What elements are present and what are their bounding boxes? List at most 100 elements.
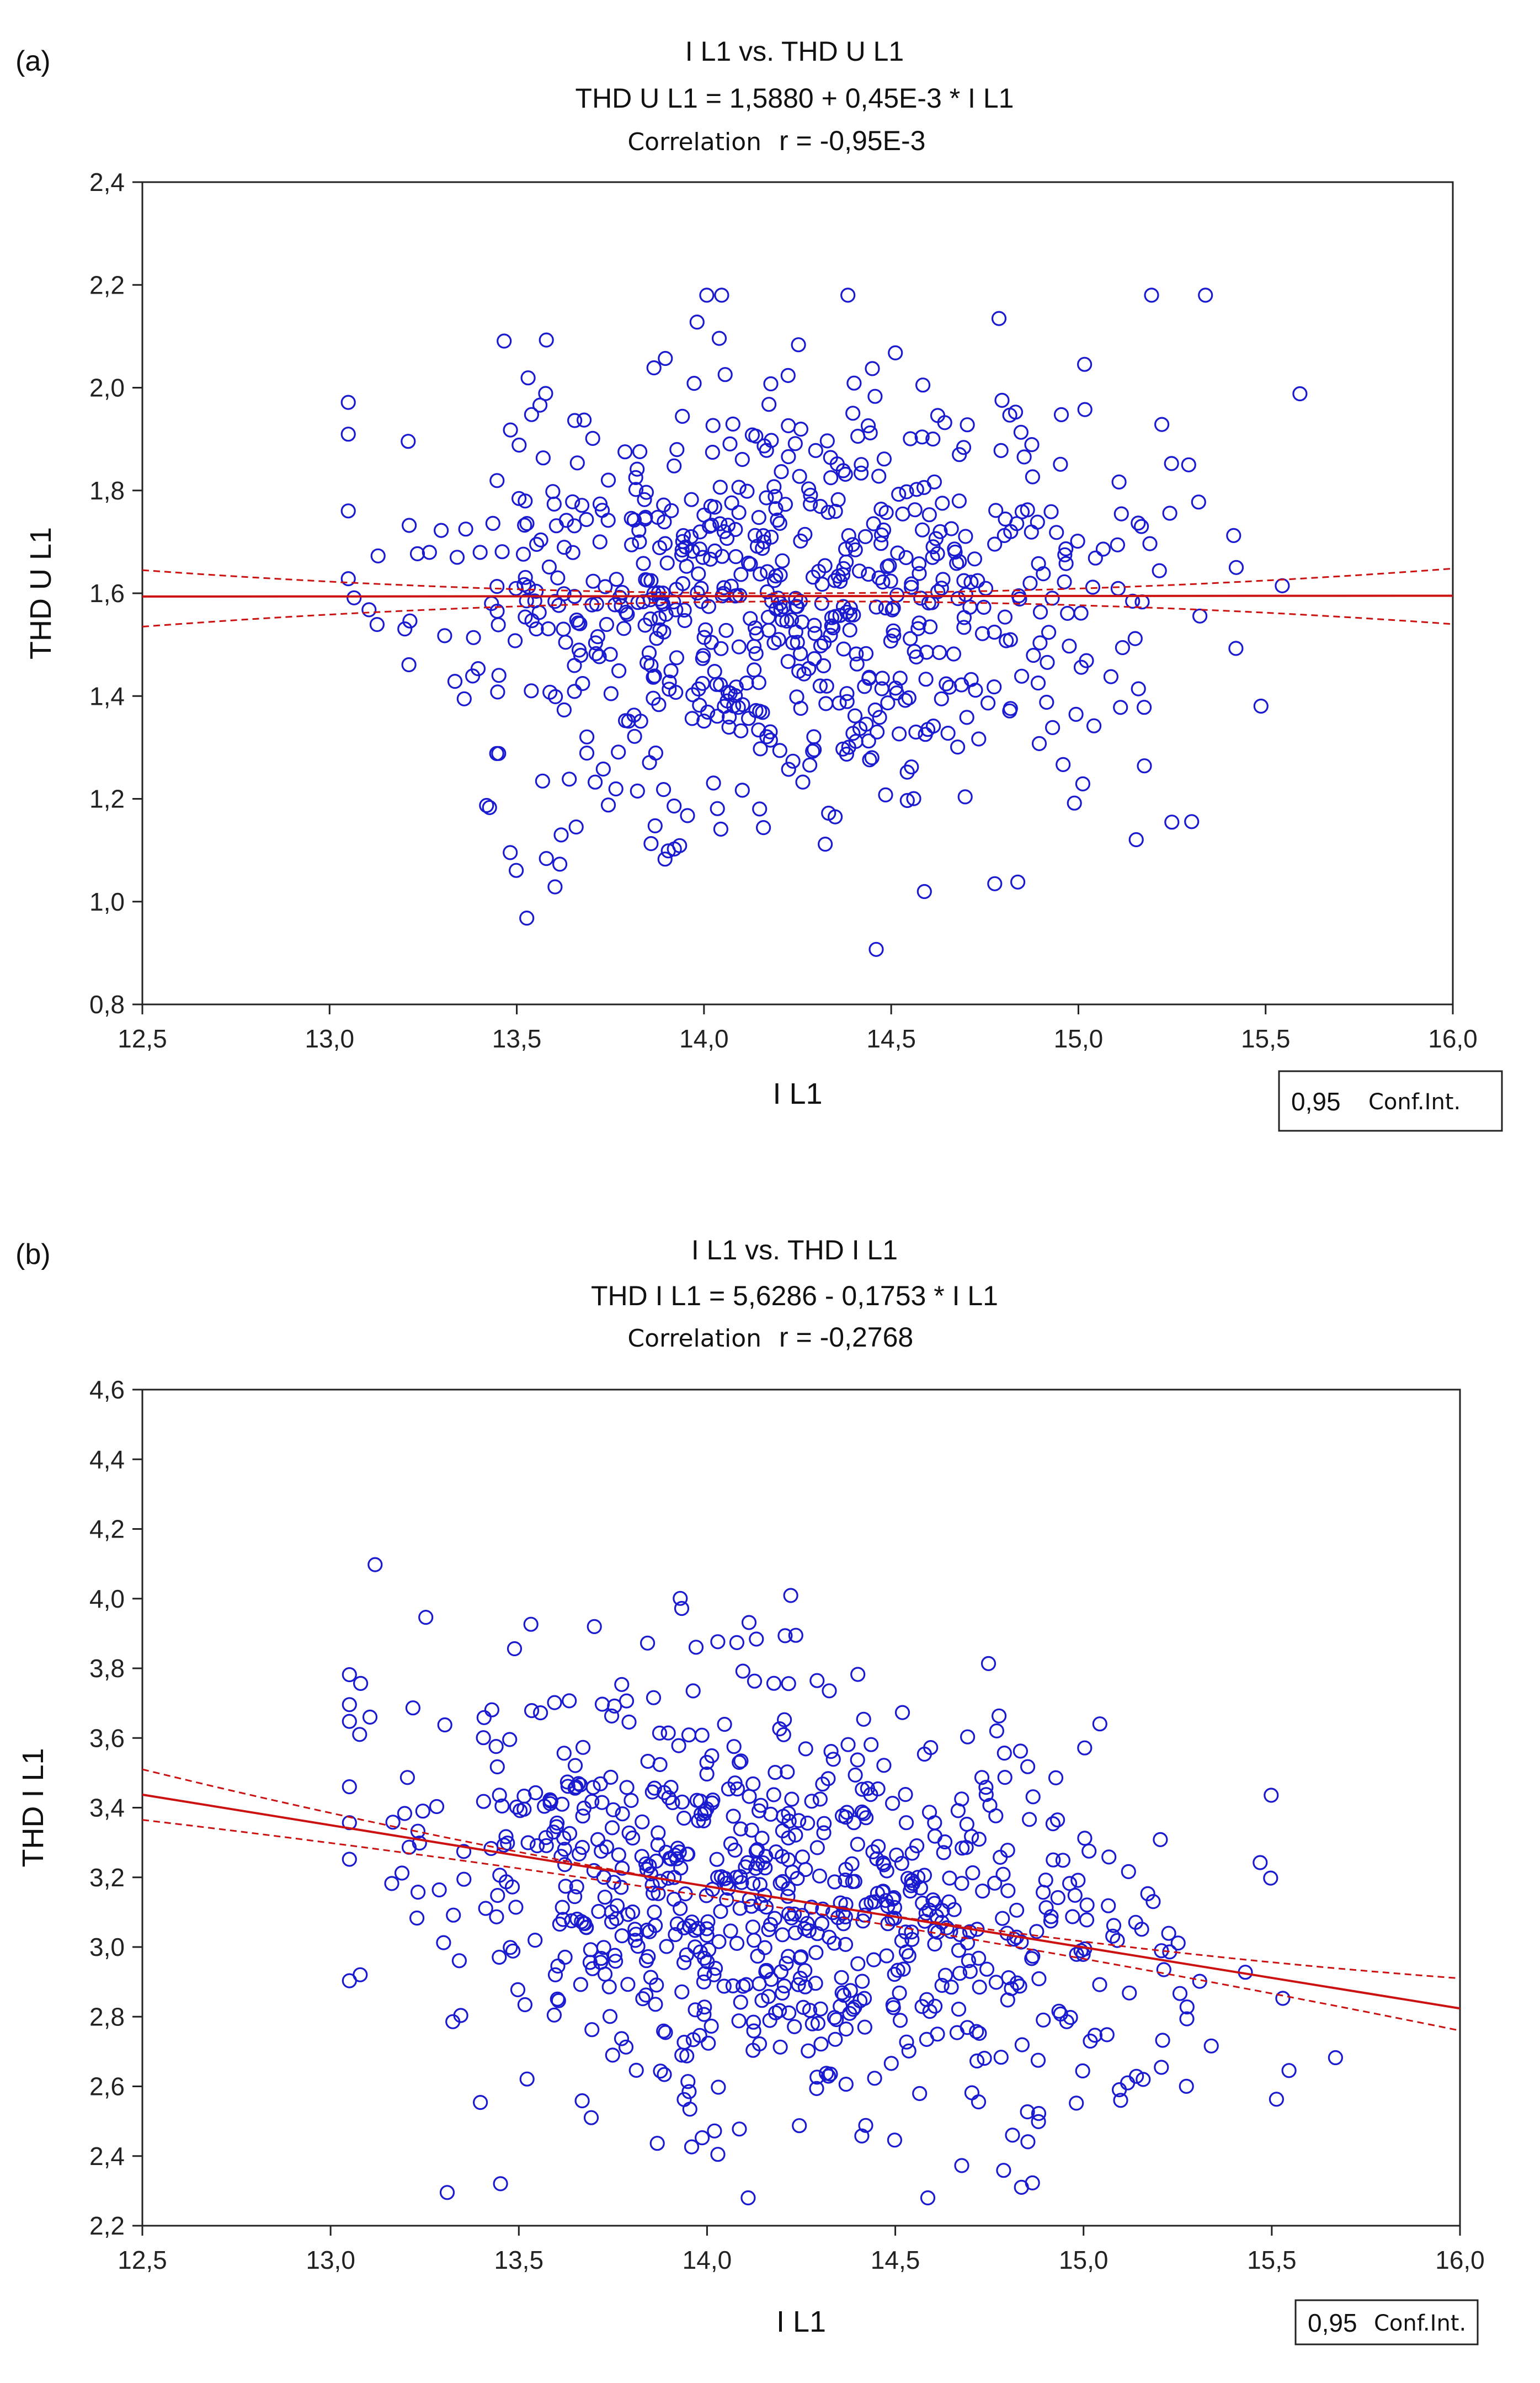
scatter-point bbox=[937, 1834, 953, 1850]
scatter-point bbox=[1264, 1788, 1279, 1803]
panel-label: (a) bbox=[15, 45, 51, 77]
scatter-point bbox=[886, 623, 901, 639]
scatter-point bbox=[952, 554, 967, 570]
x-axis-label: I L1 bbox=[772, 1077, 822, 1110]
scatter-point bbox=[638, 1987, 654, 2003]
scatter-point bbox=[1161, 1925, 1176, 1941]
scatter-point bbox=[736, 1978, 751, 1994]
scatter-point bbox=[958, 529, 973, 544]
scatter-point bbox=[1051, 2003, 1067, 2019]
scatter-point bbox=[827, 2010, 843, 2025]
scatter-point bbox=[638, 485, 654, 500]
scatter-point bbox=[1105, 1928, 1121, 1944]
scatter-point bbox=[987, 536, 1003, 552]
scatter-point bbox=[806, 729, 822, 744]
scatter-point bbox=[680, 2074, 696, 2089]
scatter-point bbox=[1024, 524, 1039, 540]
scatter-point bbox=[744, 427, 760, 443]
scatter-point bbox=[847, 708, 863, 724]
scatter-point bbox=[920, 2190, 936, 2206]
scatter-point bbox=[711, 1934, 727, 1949]
scatter-point bbox=[743, 556, 758, 572]
scatter-point bbox=[800, 1815, 816, 1831]
scatter-point bbox=[370, 548, 386, 563]
scatter-point bbox=[518, 493, 533, 509]
scatter-point bbox=[747, 662, 762, 678]
scatter-point bbox=[555, 1900, 570, 1915]
scatter-point bbox=[699, 1888, 714, 1903]
scatter-point bbox=[697, 1966, 712, 1981]
scatter-point bbox=[1014, 668, 1030, 684]
scatter-point bbox=[711, 2079, 726, 2095]
scatter-point bbox=[479, 797, 494, 813]
scatter-point bbox=[894, 1933, 910, 1949]
scatter-point bbox=[508, 863, 524, 878]
scatter-point bbox=[797, 1979, 813, 1994]
scatter-point bbox=[732, 2121, 747, 2137]
scatter-point bbox=[940, 725, 956, 741]
scatter-point bbox=[825, 620, 841, 636]
scatter-point bbox=[1079, 653, 1094, 668]
scatter-point bbox=[1085, 579, 1101, 595]
scatter-point bbox=[927, 1828, 943, 1844]
scatter-point bbox=[661, 1790, 676, 1806]
x-tick-label: 15,5 bbox=[1241, 1024, 1291, 1053]
scatter-point bbox=[740, 1855, 755, 1870]
scatter-point bbox=[650, 509, 665, 525]
scatter-point bbox=[978, 1780, 994, 1795]
scatter-point bbox=[703, 498, 718, 514]
scatter-point bbox=[604, 1820, 620, 1836]
scatter-point bbox=[519, 910, 535, 926]
scatter-point bbox=[898, 1815, 914, 1831]
scatter-point bbox=[729, 1781, 745, 1797]
scatter-point bbox=[652, 540, 668, 556]
scatter-point bbox=[767, 1911, 782, 1926]
scatter-point bbox=[532, 397, 548, 413]
scatter-point bbox=[969, 2053, 985, 2069]
scatter-point bbox=[579, 745, 595, 761]
scatter-point bbox=[823, 450, 838, 465]
scatter-point bbox=[1053, 407, 1069, 423]
scatter-point bbox=[1057, 547, 1073, 562]
scatter-point bbox=[959, 710, 974, 725]
scatter-point bbox=[776, 1712, 792, 1727]
scatter-point bbox=[987, 1875, 1003, 1891]
scatter-point bbox=[894, 1855, 909, 1871]
scatter-point bbox=[394, 1865, 410, 1881]
scatter-point bbox=[688, 2002, 703, 2018]
scatter-point bbox=[731, 639, 747, 655]
scatter-point bbox=[583, 1942, 599, 1958]
scatter-point bbox=[678, 539, 694, 555]
scatter-point bbox=[681, 1727, 697, 1743]
scatter-point bbox=[1198, 288, 1213, 303]
scatter-point bbox=[600, 797, 616, 813]
scatter-point bbox=[781, 1676, 796, 1691]
scatter-point bbox=[728, 1870, 744, 1885]
scatter-point bbox=[776, 1978, 792, 1994]
scatter-point bbox=[668, 1927, 683, 1943]
scatter-point bbox=[710, 1634, 726, 1650]
scatter-point bbox=[497, 333, 512, 349]
scatter-point bbox=[927, 1937, 942, 1952]
scatter-point bbox=[1038, 1873, 1053, 1888]
scatter-point bbox=[745, 1876, 761, 1891]
x-tick-label: 14,5 bbox=[866, 1024, 916, 1053]
scatter-point bbox=[997, 609, 1013, 625]
scatter-point bbox=[725, 416, 740, 432]
scatter-point bbox=[726, 698, 742, 714]
scatter-point bbox=[651, 1825, 666, 1841]
scatter-point bbox=[682, 2102, 697, 2117]
scatter-point bbox=[755, 1855, 771, 1870]
scatter-point bbox=[490, 684, 505, 700]
scatter-point bbox=[863, 1787, 878, 1802]
scatter-point bbox=[951, 2002, 967, 2017]
scatter-point bbox=[1000, 1843, 1015, 1858]
scatter-point bbox=[884, 1796, 900, 1811]
scatter-point bbox=[915, 1895, 930, 1911]
scatter-point bbox=[891, 726, 907, 742]
scatter-point bbox=[779, 1956, 794, 1971]
scatter-point bbox=[585, 1780, 601, 1795]
scatter-point bbox=[656, 597, 671, 612]
scatter-point bbox=[749, 1631, 764, 1647]
scatter-point bbox=[784, 1910, 800, 1925]
